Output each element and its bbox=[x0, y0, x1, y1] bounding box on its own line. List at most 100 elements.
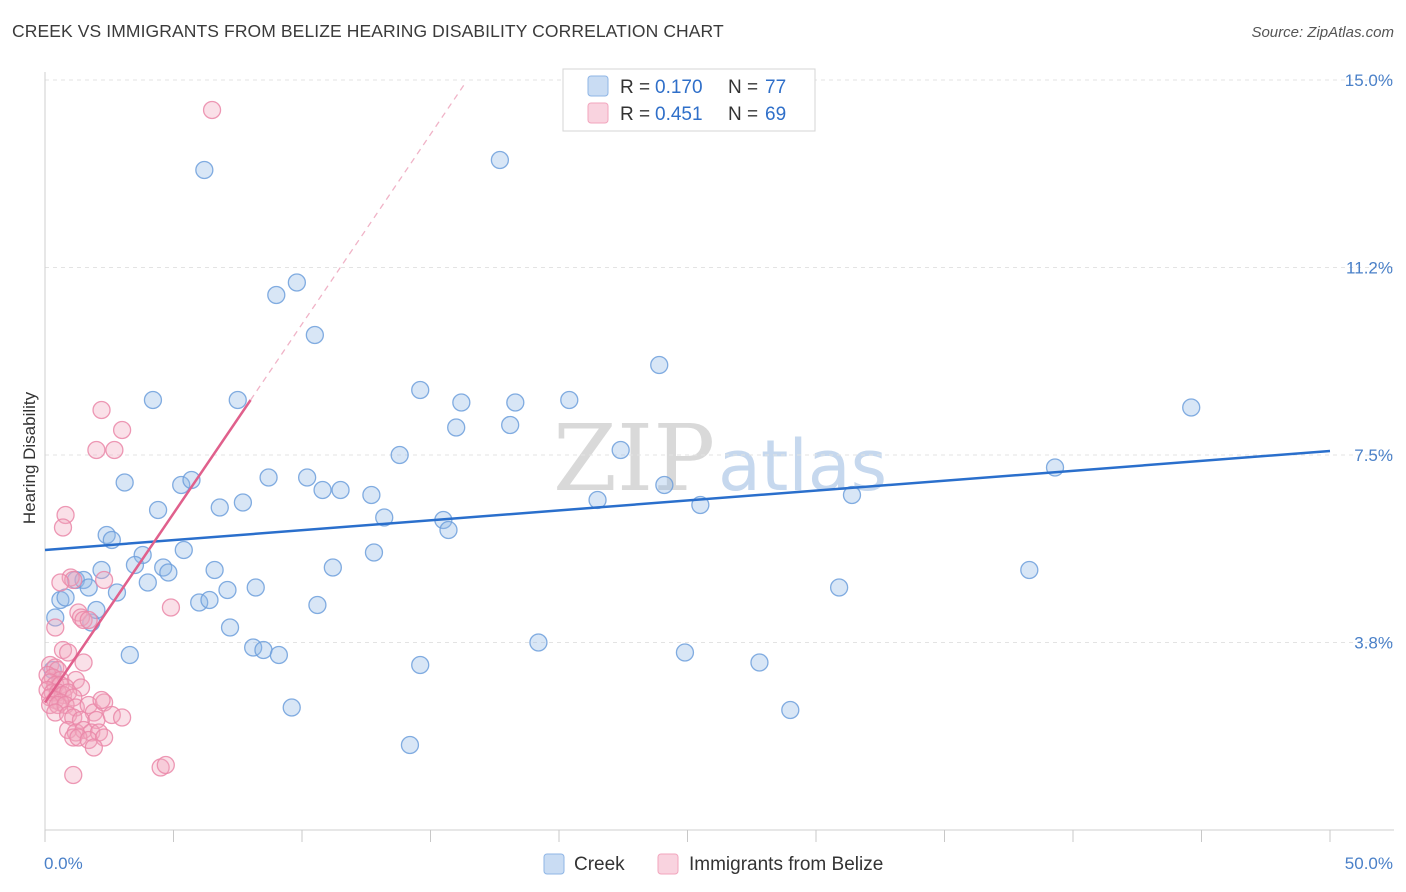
belize-point bbox=[79, 610, 98, 630]
creek-point bbox=[79, 578, 98, 597]
creek-point bbox=[267, 285, 286, 305]
legend-n-label: N = bbox=[728, 104, 758, 125]
watermark-atlas: atlas bbox=[718, 425, 887, 507]
y-axis-tick-labels: 3.8% 7.5% 11.2% 15.0% bbox=[1345, 71, 1393, 653]
legend-series: Creek Immigrants from Belize bbox=[543, 853, 883, 875]
creek-point bbox=[46, 608, 65, 627]
creek-point bbox=[750, 653, 769, 672]
legend-label-creek: Creek bbox=[574, 854, 625, 875]
legend-r-label: R = bbox=[620, 104, 650, 125]
trend-lines bbox=[43, 84, 1331, 704]
belize-point bbox=[61, 568, 80, 587]
creek-point bbox=[323, 558, 342, 577]
creek-point bbox=[650, 355, 669, 375]
creek-point bbox=[308, 595, 327, 615]
creek-point bbox=[195, 160, 214, 180]
creek-point bbox=[297, 468, 317, 487]
creek-point bbox=[781, 700, 800, 720]
creek-point bbox=[390, 445, 409, 465]
legend-correlation: R = 0.170 N = 77 R = 0.451 N = 69 bbox=[562, 68, 816, 132]
belize-point bbox=[202, 100, 222, 120]
belize-point bbox=[94, 570, 114, 590]
creek-point bbox=[269, 645, 289, 665]
legend-r-value: 0.170 bbox=[655, 77, 703, 98]
creek-point bbox=[411, 655, 430, 675]
creek-point bbox=[138, 573, 157, 592]
y-tick-label: 7.5% bbox=[1354, 446, 1393, 465]
creek-point bbox=[1020, 560, 1039, 580]
creek-point bbox=[560, 390, 579, 410]
belize-point bbox=[87, 440, 106, 460]
belize-point bbox=[112, 708, 132, 727]
belize-point bbox=[53, 518, 73, 537]
chart-title: CREEK VS IMMIGRANTS FROM BELIZE HEARING … bbox=[12, 21, 724, 41]
y-tick-label: 11.2% bbox=[1346, 259, 1393, 278]
legend-swatch-creek bbox=[587, 75, 609, 97]
creek-point bbox=[675, 643, 695, 662]
creek-point bbox=[174, 540, 193, 560]
belize-point bbox=[92, 690, 111, 710]
creek-point bbox=[115, 473, 134, 492]
creek-point bbox=[143, 390, 163, 410]
belize-point bbox=[84, 738, 103, 757]
belize-point bbox=[161, 598, 181, 617]
creek-point bbox=[400, 735, 420, 755]
creek-point bbox=[148, 500, 168, 520]
creek-point bbox=[218, 580, 237, 600]
y-tick-label: 3.8% bbox=[1354, 634, 1393, 653]
watermark-zip: ZIP bbox=[553, 405, 715, 512]
creek-point bbox=[447, 418, 466, 437]
creek-point bbox=[254, 640, 273, 660]
x-tick-label-max: 50.0% bbox=[1345, 854, 1393, 873]
creek-point bbox=[210, 498, 229, 517]
creek-point bbox=[829, 578, 849, 597]
creek-point bbox=[439, 520, 458, 540]
legend-swatch-creek bbox=[543, 853, 565, 875]
creek-point bbox=[842, 485, 862, 505]
creek-point bbox=[375, 508, 394, 527]
creek-point bbox=[490, 150, 510, 170]
belize-point bbox=[74, 610, 93, 630]
belize-point bbox=[105, 440, 124, 460]
creek-point bbox=[411, 380, 430, 400]
creek-point bbox=[655, 475, 674, 495]
creek-point bbox=[159, 563, 178, 582]
creek-point bbox=[1182, 398, 1201, 417]
creek-point bbox=[501, 415, 520, 435]
creek-point bbox=[205, 560, 224, 580]
belize-point bbox=[64, 765, 83, 785]
creek-point bbox=[313, 480, 332, 500]
gridlines bbox=[45, 79, 1394, 643]
creek-point bbox=[305, 325, 325, 345]
legend-r-value: 0.451 bbox=[655, 104, 703, 125]
belize-point bbox=[46, 618, 65, 637]
belize-trend-extension bbox=[250, 84, 465, 401]
belize-trend-line bbox=[43, 399, 252, 704]
x-axis-ticks bbox=[44, 830, 1331, 842]
belize-point bbox=[58, 643, 78, 662]
creek-point bbox=[233, 493, 253, 512]
belize-point bbox=[112, 420, 132, 440]
creek-point bbox=[87, 600, 106, 620]
creek-point bbox=[364, 543, 384, 562]
belize-point bbox=[74, 653, 93, 672]
series-creek-points bbox=[43, 150, 1201, 755]
legend-swatch-belize bbox=[657, 853, 679, 875]
creek-point bbox=[228, 390, 247, 410]
legend-n-label: N = bbox=[728, 77, 758, 98]
creek-point bbox=[172, 475, 191, 495]
creek-point bbox=[246, 578, 265, 597]
series-belize-points bbox=[38, 100, 222, 785]
creek-point bbox=[287, 273, 307, 292]
creek-point bbox=[200, 590, 219, 610]
belize-point bbox=[92, 400, 111, 420]
creek-point bbox=[362, 485, 381, 505]
creek-point bbox=[154, 558, 173, 577]
creek-point bbox=[120, 645, 139, 665]
y-tick-label: 15.0% bbox=[1345, 71, 1393, 90]
creek-point bbox=[529, 633, 548, 652]
belize-point bbox=[156, 755, 175, 775]
creek-point bbox=[97, 525, 116, 545]
belize-point bbox=[64, 728, 83, 747]
